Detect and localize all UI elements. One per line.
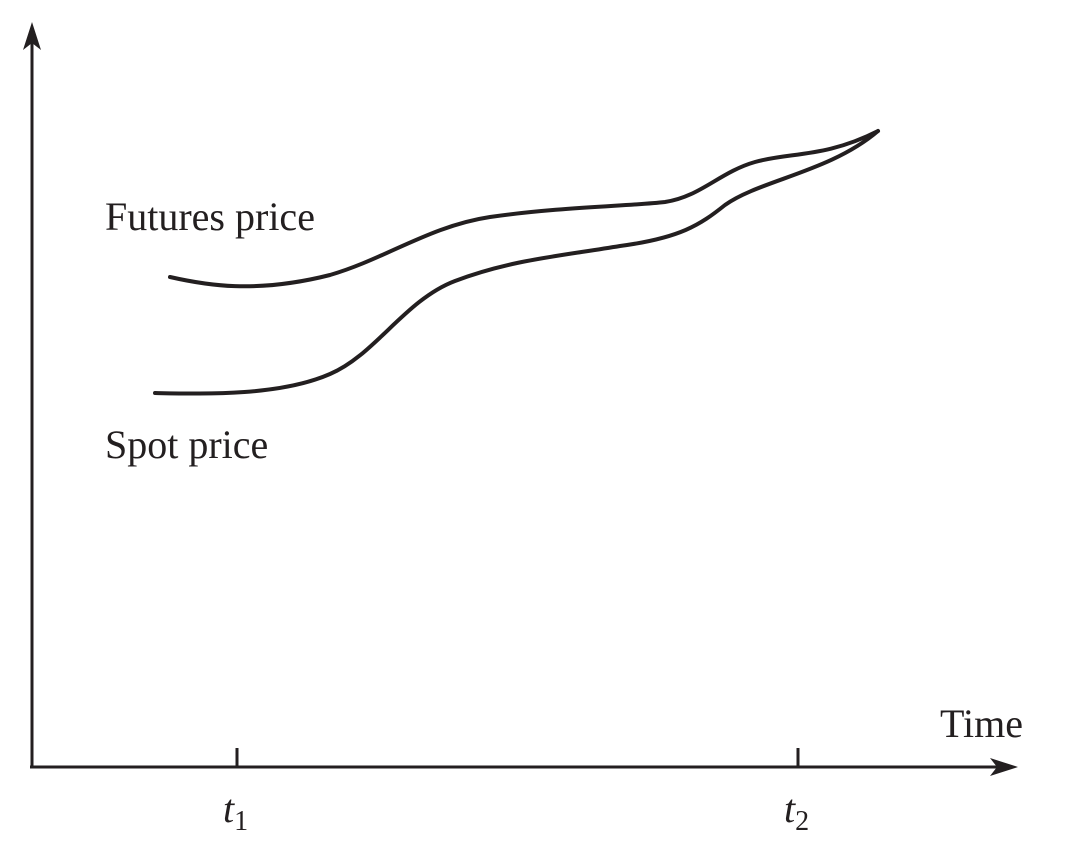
y-axis [23,22,41,767]
y-axis-arrow [23,22,41,50]
x-axis [30,758,1018,776]
x-tick-label-1: t1 [223,786,248,837]
x-axis-label: Time [940,701,1023,746]
x-ticks: t1 t2 [223,748,809,837]
futures-price-line [168,129,880,289]
series-label-futures-price: Futures price [105,194,315,239]
x-tick-label-2: t2 [784,786,809,837]
series-label-spot-price: Spot price [105,422,268,467]
x-axis-arrow [990,758,1018,776]
spot-price-line [153,129,880,396]
